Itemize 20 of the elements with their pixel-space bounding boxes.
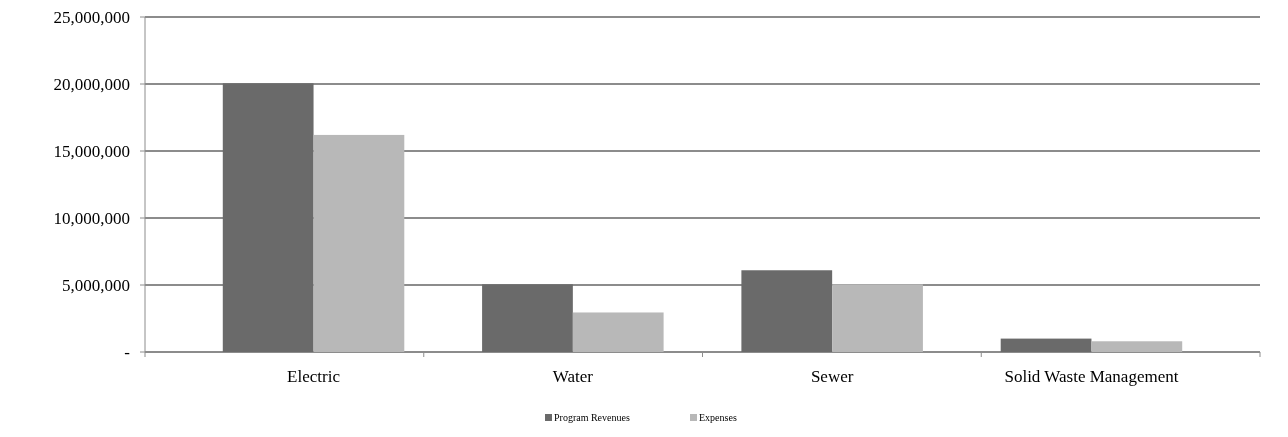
bar — [572, 312, 664, 352]
x-tick-label: Water — [552, 367, 594, 386]
bar — [222, 83, 314, 352]
y-tick-label: 5,000,000 — [62, 275, 130, 295]
legend-label: Program Revenues — [554, 412, 630, 423]
bar — [482, 284, 573, 352]
y-tick-label: - — [124, 342, 131, 362]
y-tick-label: 20,000,000 — [53, 74, 130, 94]
y-tick-label: 25,000,000 — [53, 7, 130, 27]
bar — [741, 270, 833, 352]
legend-label: Expenses — [699, 412, 737, 423]
bar — [832, 284, 923, 352]
bar — [1091, 341, 1183, 352]
x-tick-label: Electric — [287, 367, 341, 386]
y-tick-label: 15,000,000 — [53, 141, 130, 161]
bar — [313, 134, 405, 352]
x-tick-label: Sewer — [810, 367, 854, 386]
x-tick-label: Solid Waste Management — [1004, 367, 1179, 386]
bar — [1000, 338, 1092, 352]
y-tick-label: 10,000,000 — [53, 208, 130, 228]
